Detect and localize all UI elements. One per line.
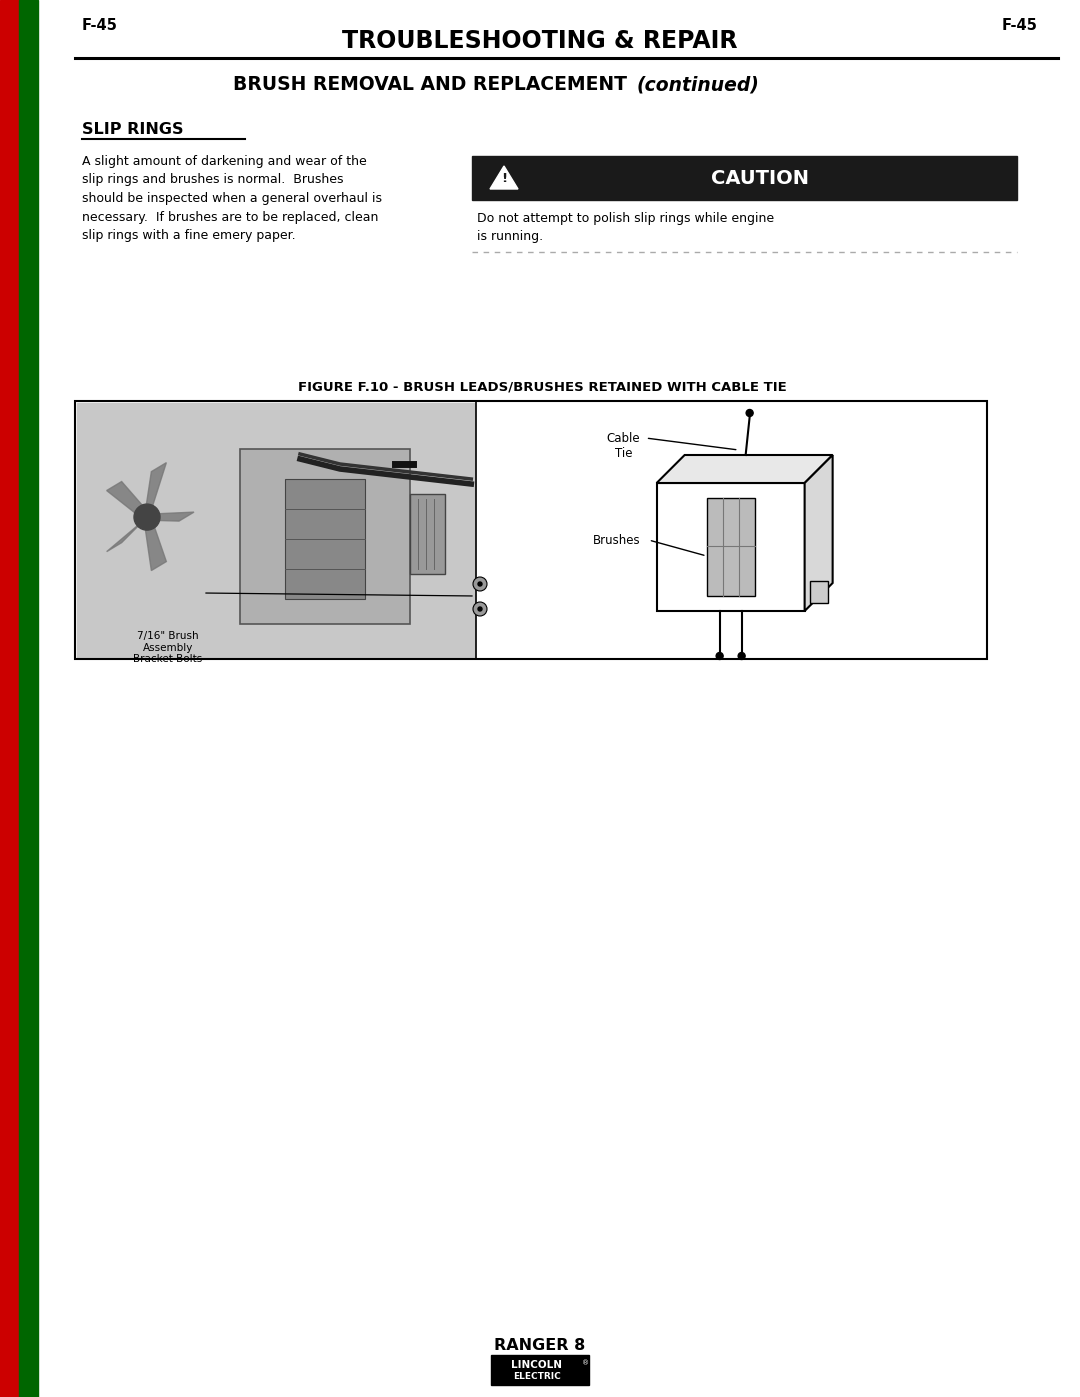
Circle shape	[746, 409, 753, 416]
Circle shape	[473, 602, 487, 616]
Text: BRUSH REMOVAL AND REPLACEMENT: BRUSH REMOVAL AND REPLACEMENT	[233, 75, 627, 95]
Text: Do not attempt to polish slip rings while engine
is running.: Do not attempt to polish slip rings whil…	[477, 212, 774, 243]
Bar	[285, 479, 365, 599]
Text: Return to Master TOC: Return to Master TOC	[24, 644, 33, 750]
Bar	[75, 401, 987, 659]
Bar	[77, 402, 475, 658]
Text: SLIP RINGS: SLIP RINGS	[82, 122, 184, 137]
Circle shape	[478, 608, 482, 610]
Text: LINCOLN: LINCOLN	[512, 1359, 563, 1370]
Polygon shape	[144, 514, 166, 570]
Circle shape	[134, 504, 160, 529]
Bar	[810, 581, 827, 604]
Text: Cable
Tie: Cable Tie	[607, 432, 640, 460]
Text: A slight amount of darkening and wear of the
slip rings and brushes is normal.  : A slight amount of darkening and wear of…	[82, 155, 382, 242]
Polygon shape	[107, 482, 150, 520]
Text: ®: ®	[582, 1361, 590, 1366]
Circle shape	[738, 652, 745, 659]
Polygon shape	[490, 166, 518, 189]
Text: (continued): (continued)	[636, 75, 759, 95]
Text: !: !	[501, 172, 508, 186]
Text: ELECTRIC: ELECTRIC	[513, 1372, 561, 1382]
Text: Return to Section TOC: Return to Section TOC	[5, 1213, 14, 1322]
Text: 7/16" Brush
Assembly
Bracket Bolts: 7/16" Brush Assembly Bracket Bolts	[133, 631, 203, 664]
Polygon shape	[657, 455, 833, 483]
Text: F-45: F-45	[82, 18, 118, 34]
Polygon shape	[805, 455, 833, 610]
Text: CAUTION: CAUTION	[711, 169, 809, 187]
Text: Brushes: Brushes	[593, 534, 640, 546]
Polygon shape	[144, 462, 166, 520]
Text: Return to Section TOC: Return to Section TOC	[5, 922, 14, 1031]
Text: Return to Master TOC: Return to Master TOC	[24, 923, 33, 1030]
Polygon shape	[144, 513, 194, 521]
Bar	[0, 0, 19, 1397]
Bar	[706, 497, 755, 597]
Text: Return to Master TOC: Return to Master TOC	[24, 1214, 33, 1320]
Text: FIGURE F.10 - BRUSH LEADS/BRUSHES RETAINED WITH CABLE TIE: FIGURE F.10 - BRUSH LEADS/BRUSHES RETAIN…	[298, 380, 786, 394]
Circle shape	[473, 577, 487, 591]
Bar	[491, 1355, 589, 1384]
Text: Return to Master TOC: Return to Master TOC	[24, 293, 33, 400]
Text: TROUBLESHOOTING & REPAIR: TROUBLESHOOTING & REPAIR	[342, 29, 738, 53]
Bar	[472, 156, 1017, 200]
Text: F-45: F-45	[1002, 18, 1038, 34]
Circle shape	[716, 652, 724, 659]
Bar	[657, 483, 805, 610]
Circle shape	[478, 583, 482, 585]
Bar	[240, 448, 410, 624]
Bar	[19, 0, 38, 1397]
Text: RANGER 8: RANGER 8	[495, 1337, 585, 1352]
Text: Return to Section TOC: Return to Section TOC	[5, 643, 14, 752]
Polygon shape	[107, 514, 150, 552]
Bar	[410, 495, 445, 574]
Text: Return to Section TOC: Return to Section TOC	[5, 292, 14, 401]
